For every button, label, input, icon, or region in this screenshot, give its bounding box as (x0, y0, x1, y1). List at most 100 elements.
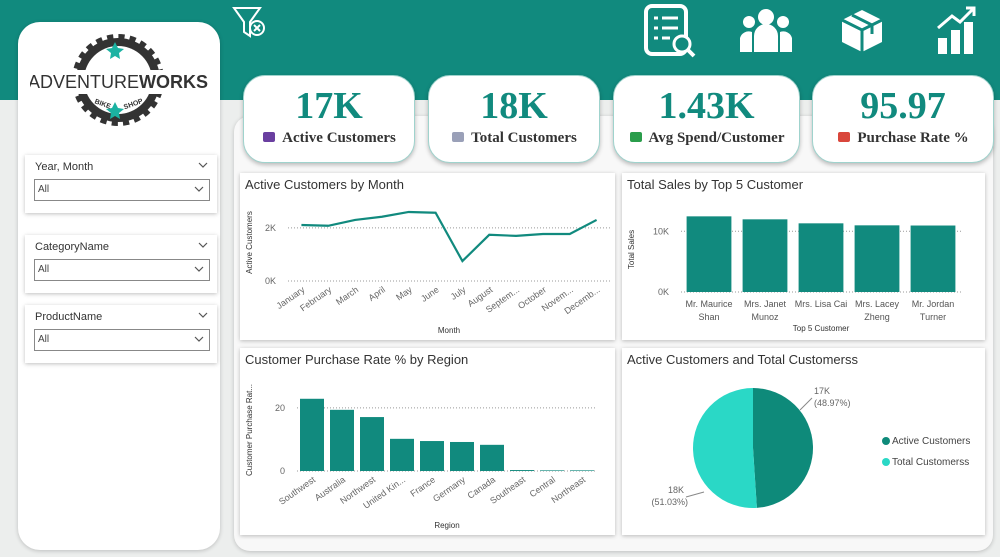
legend-marker (882, 458, 890, 466)
line-series (301, 210, 598, 263)
chart-card: Customer Purchase Rate % by Region 0 20 Cus… (240, 348, 615, 535)
kpi-label-row: Avg Spend/Customer (614, 130, 799, 147)
chart-title: Active Customers and Total Customerss (627, 352, 858, 367)
legend-label: Active Customers (892, 436, 970, 447)
kpi-icon (263, 132, 276, 142)
kpi-icon-shape (838, 132, 851, 142)
kpi-label: Purchase Rate % (857, 130, 969, 146)
filter-slicer[interactable]: ProductName All (25, 305, 217, 363)
x-tick-label: Mrs. Janet Munoz (743, 299, 786, 322)
kpi-icon (629, 132, 642, 142)
x-tick-label: Southwest (277, 474, 318, 507)
chart-card: Active Customers by Month 0K 2K Active Cust… (240, 173, 615, 340)
chart-title: Total Sales by Top 5 Customer (627, 177, 804, 192)
chart-title: Customer Purchase Rate % by Region (245, 352, 469, 367)
kpi-value: 17K (295, 85, 363, 127)
filter-dropdown[interactable]: All (34, 329, 210, 351)
customers-icon[interactable] (738, 6, 794, 54)
bar (390, 438, 414, 471)
filter-slicer[interactable]: CategoryName All (25, 235, 217, 293)
logo-text: WORKS (139, 72, 208, 92)
pie-slice (692, 388, 757, 508)
bar (910, 225, 956, 292)
chart: 0 20 Customer Purchase Rat... Region Southwe… (245, 384, 597, 530)
svg-text:ADVENTUREWORKS: ADVENTUREWORKS (30, 72, 208, 92)
chart: 0K 10K Total Sales Top 5 Customer (627, 216, 961, 333)
x-axis-label: Region (434, 521, 459, 530)
leader-line (799, 397, 813, 411)
x-tick-label: Mr. Jordan Turner (911, 299, 955, 322)
bar (570, 470, 594, 471)
kpi-label-row: Total Customers (429, 130, 599, 147)
x-axis-label: Top 5 Customer (793, 324, 850, 333)
data-label: (48.97%) (814, 398, 851, 408)
bar (480, 444, 504, 471)
kpi-label-row: Purchase Rate % (813, 130, 993, 147)
x-tick-label: May (394, 284, 414, 302)
chart-card: Total Sales by Top 5 Customer 0K 10K Total … (622, 173, 985, 340)
clear-filter-icon[interactable] (230, 4, 270, 42)
filter-slicer[interactable]: Year, Month All (25, 155, 217, 213)
filter-dropdown[interactable]: All (34, 259, 210, 281)
bar (798, 223, 844, 292)
data-label: 17K (814, 386, 830, 396)
kpi-label: Avg Spend/Customer (648, 130, 785, 146)
kpi-icon (452, 132, 465, 142)
filter-dropdown[interactable]: All (34, 179, 210, 201)
legend-marker (882, 437, 890, 445)
data-label: 18K (668, 485, 684, 495)
bar (686, 216, 732, 292)
y-tick-label: 20 (275, 403, 285, 413)
kpi-value: 18K (480, 85, 548, 127)
y-tick-label: 10K (653, 226, 669, 236)
legend-label: Total Customerss (892, 457, 969, 468)
y-axis-label: Customer Purchase Rat... (245, 384, 254, 476)
y-tick-label: 2K (265, 223, 276, 233)
bar (330, 409, 354, 471)
report-icon[interactable] (640, 2, 700, 60)
chevron (198, 242, 208, 248)
kpi-value: 95.97 (860, 85, 946, 127)
bar (420, 441, 444, 471)
chevron (198, 312, 208, 318)
x-tick-label: April (367, 284, 387, 303)
bar (854, 225, 900, 292)
bar (450, 441, 474, 471)
chart: 17K (48.97%) Active Customers 18K (51.03%) To… (651, 386, 970, 508)
kpi-icon (838, 132, 851, 142)
bar (300, 398, 324, 471)
bar (510, 470, 534, 471)
filter-label: CategoryName (35, 241, 109, 253)
kpi-value: 1.43K (658, 85, 755, 127)
kpi-card: 1.43K Avg Spend/Customer (613, 75, 800, 163)
x-tick-label: Mrs. Lisa Cai (794, 299, 848, 309)
logo: ADVENTUREWORKS BIKE SHOP (30, 34, 208, 126)
x-tick-label: Northeast (549, 474, 587, 505)
y-tick-label: 0K (265, 276, 276, 286)
y-axis-label: Total Sales (627, 230, 636, 269)
product-icon[interactable] (838, 8, 888, 54)
x-tick-label: July (449, 284, 468, 302)
kpi-label-row: Active Customers (244, 130, 414, 147)
chart-card: Active Customers and Total Customerss 17K… (622, 348, 985, 535)
x-axis-label: Month (438, 326, 460, 335)
filter-label: ProductName (35, 311, 103, 323)
bar (360, 417, 384, 471)
x-tick-label: March (334, 284, 360, 307)
kpi-icon-shape (263, 132, 276, 142)
kpi-label: Active Customers (282, 130, 396, 146)
chevron (198, 162, 208, 168)
y-tick-label: 0 (280, 466, 285, 476)
kpi-icon-shape (629, 132, 642, 142)
x-tick-label: June (419, 284, 441, 303)
kpi-card: 17K Active Customers (243, 75, 415, 163)
sales-icon[interactable] (934, 4, 980, 56)
kpi-icon-shape (452, 132, 465, 142)
kpi-card: 18K Total Customers (428, 75, 600, 163)
y-axis-label: Active Customers (245, 211, 254, 274)
chart-title: Active Customers by Month (245, 177, 404, 192)
pie-slice (753, 388, 813, 508)
x-tick-label: Mrs. Lacey Zheng (854, 299, 899, 322)
